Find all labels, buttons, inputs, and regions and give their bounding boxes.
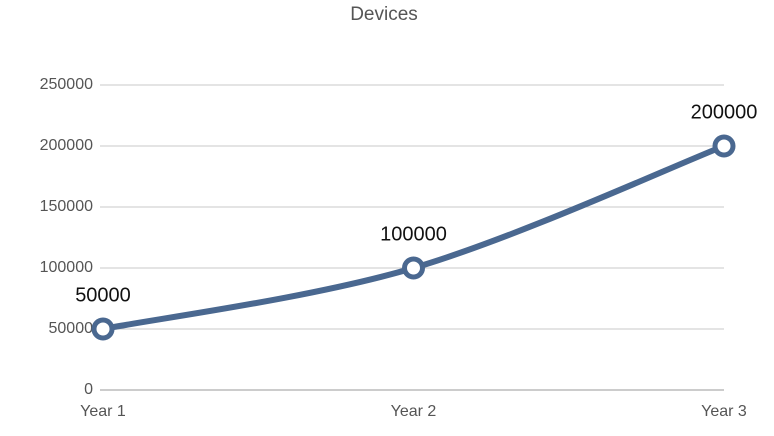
data-label: 200000 xyxy=(691,101,758,123)
y-tick-label: 250000 xyxy=(40,76,93,93)
y-tick-label: 200000 xyxy=(40,137,93,154)
data-label: 50000 xyxy=(75,284,131,306)
x-tick-label: Year 1 xyxy=(80,403,126,420)
y-tick-label: 50000 xyxy=(49,320,94,337)
chart-title: Devices xyxy=(350,4,418,25)
y-tick-label: 100000 xyxy=(40,259,93,276)
x-tick-label: Year 2 xyxy=(391,403,437,420)
data-label: 100000 xyxy=(380,223,447,245)
x-tick-label: Year 3 xyxy=(701,403,747,420)
marker xyxy=(91,317,115,341)
marker xyxy=(712,134,736,158)
marker xyxy=(402,256,425,280)
y-tick-label: 0 xyxy=(84,381,93,398)
y-tick-label: 150000 xyxy=(40,198,93,215)
